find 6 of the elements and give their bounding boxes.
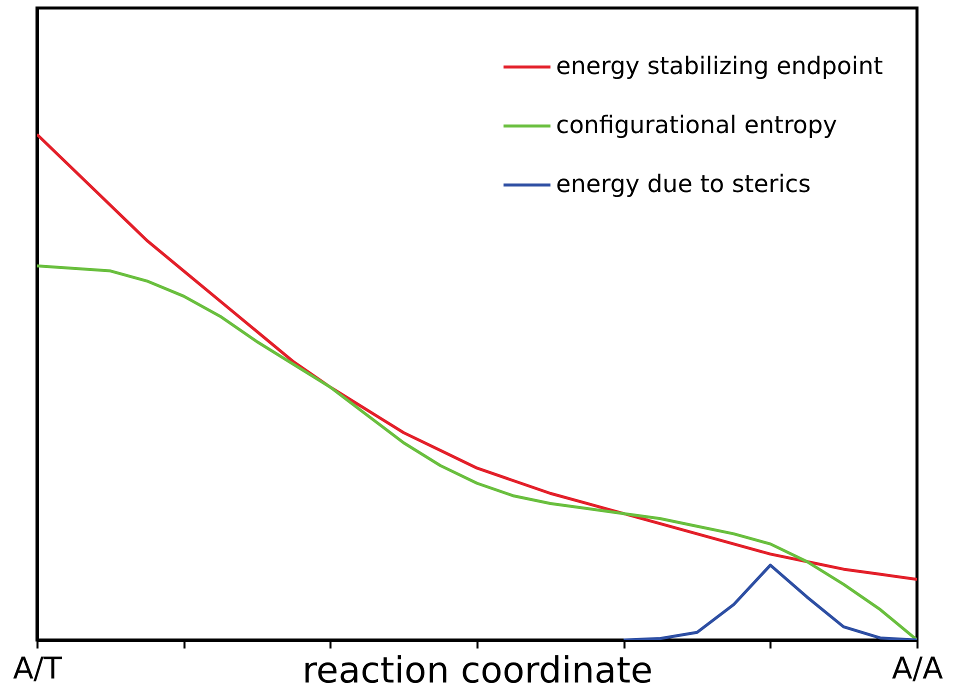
x-axis-title: reaction coordinate bbox=[302, 650, 653, 692]
x-tick-label: A/A bbox=[892, 652, 944, 686]
legend-label: energy due to sterics bbox=[556, 170, 811, 198]
legend-label: configurational entropy bbox=[556, 111, 838, 139]
x-tick-label: A/T bbox=[13, 652, 63, 686]
legend-label: energy stabilizing endpoint bbox=[556, 52, 883, 80]
